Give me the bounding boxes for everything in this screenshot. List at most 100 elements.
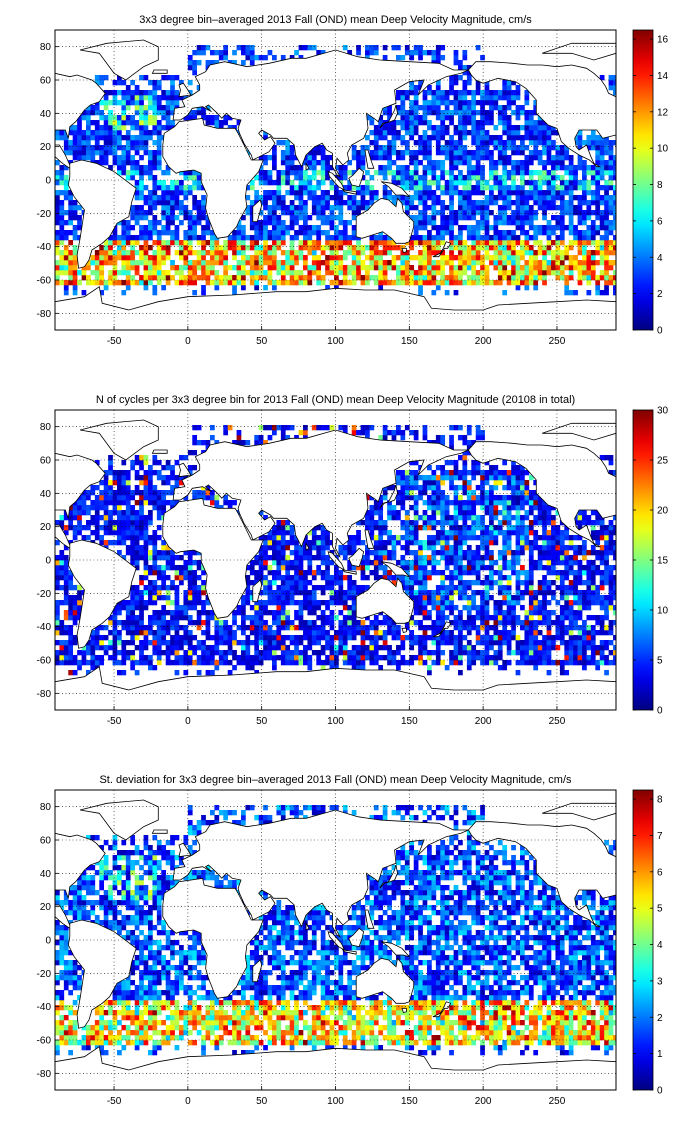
heatmap-cell [529, 130, 534, 135]
heatmap-cell [555, 270, 560, 275]
heatmap-cell [139, 580, 144, 585]
heatmap-cell [325, 190, 330, 195]
heatmap-cell [121, 540, 126, 545]
heatmap-cell [126, 520, 131, 525]
heatmap-cell [148, 255, 153, 260]
heatmap-cell [197, 610, 202, 615]
heatmap-cell [152, 260, 157, 265]
heatmap-cell [276, 215, 281, 220]
heatmap-cell [104, 155, 109, 160]
heatmap-cell [144, 590, 149, 595]
heatmap-cell [223, 275, 228, 280]
heatmap-cell [166, 560, 171, 565]
heatmap-cell [130, 490, 135, 495]
heatmap-cell [361, 585, 366, 590]
heatmap-cell [312, 600, 317, 605]
heatmap-cell [148, 600, 153, 605]
heatmap-cell [480, 155, 485, 160]
heatmap-cell [423, 155, 428, 160]
heatmap-cell [347, 170, 352, 175]
heatmap-cell [467, 205, 472, 210]
heatmap-cell [113, 270, 118, 275]
heatmap-cell [343, 590, 348, 595]
heatmap-cell [290, 200, 295, 205]
heatmap-cell [431, 130, 436, 135]
heatmap-cell [259, 255, 264, 260]
heatmap-cell [338, 640, 343, 645]
heatmap-cell [454, 80, 459, 85]
heatmap-cell [64, 555, 69, 560]
heatmap-cell [507, 215, 512, 220]
heatmap-cell [188, 650, 193, 655]
heatmap-cell [64, 660, 69, 665]
heatmap-cell [387, 570, 392, 575]
heatmap-cell [356, 430, 361, 435]
heatmap-cell [64, 230, 69, 235]
heatmap-cell [458, 90, 463, 95]
heatmap-cell [462, 225, 467, 230]
heatmap-cell [59, 255, 64, 260]
heatmap-cell [396, 155, 401, 160]
heatmap-cell [139, 115, 144, 120]
heatmap-cell [245, 45, 250, 50]
heatmap-cell [197, 265, 202, 270]
heatmap-cell [59, 135, 64, 140]
heatmap-cell [113, 490, 118, 495]
heatmap-cell [480, 265, 485, 270]
heatmap-cell [392, 125, 397, 130]
heatmap-cell [130, 660, 135, 665]
heatmap-cell [480, 140, 485, 145]
heatmap-cell [73, 515, 78, 520]
heatmap-cell [569, 195, 574, 200]
heatmap-cell [73, 125, 78, 130]
heatmap-cell [383, 425, 388, 430]
heatmap-cell [148, 630, 153, 635]
heatmap-cell [259, 555, 264, 560]
heatmap-cell [321, 645, 326, 650]
heatmap-cell [502, 260, 507, 265]
heatmap-cell [361, 160, 366, 165]
heatmap-cell [290, 600, 295, 605]
heatmap-cell [538, 240, 543, 245]
heatmap-cell [471, 265, 476, 270]
heatmap-cell [356, 190, 361, 195]
heatmap-cell [152, 620, 157, 625]
heatmap-cell [294, 565, 299, 570]
heatmap-cell [511, 100, 516, 105]
heatmap-cell [157, 270, 162, 275]
heatmap-cell [383, 240, 388, 245]
heatmap-cell [427, 170, 432, 175]
heatmap-cell [126, 525, 131, 530]
heatmap-cell [152, 665, 157, 670]
heatmap-cell [462, 175, 467, 180]
heatmap-cell [392, 255, 397, 260]
heatmap-cell [374, 50, 379, 55]
heatmap-cell [90, 105, 95, 110]
heatmap-cell [445, 255, 450, 260]
heatmap-cell [480, 210, 485, 215]
heatmap-cell [440, 145, 445, 150]
heatmap-cell [276, 610, 281, 615]
heatmap-cell [396, 255, 401, 260]
heatmap-cell [378, 155, 383, 160]
heatmap-cell [361, 625, 366, 630]
heatmap-cell [259, 630, 264, 635]
heatmap-cell [427, 180, 432, 185]
heatmap-cell [520, 150, 525, 155]
heatmap-cell [547, 260, 552, 265]
heatmap-cell [321, 165, 326, 170]
heatmap-cell [144, 470, 149, 475]
heatmap-cell [423, 195, 428, 200]
heatmap-cell [516, 150, 521, 155]
heatmap-cell [152, 230, 157, 235]
heatmap-cell [392, 170, 397, 175]
heatmap-cell [254, 440, 259, 445]
heatmap-cell [303, 585, 308, 590]
heatmap-cell [498, 180, 503, 185]
heatmap-cell [82, 140, 87, 145]
heatmap-cell [498, 115, 503, 120]
heatmap-cell [276, 645, 281, 650]
heatmap-cell [166, 585, 171, 590]
heatmap-cell [179, 635, 184, 640]
heatmap-cell [95, 130, 100, 135]
